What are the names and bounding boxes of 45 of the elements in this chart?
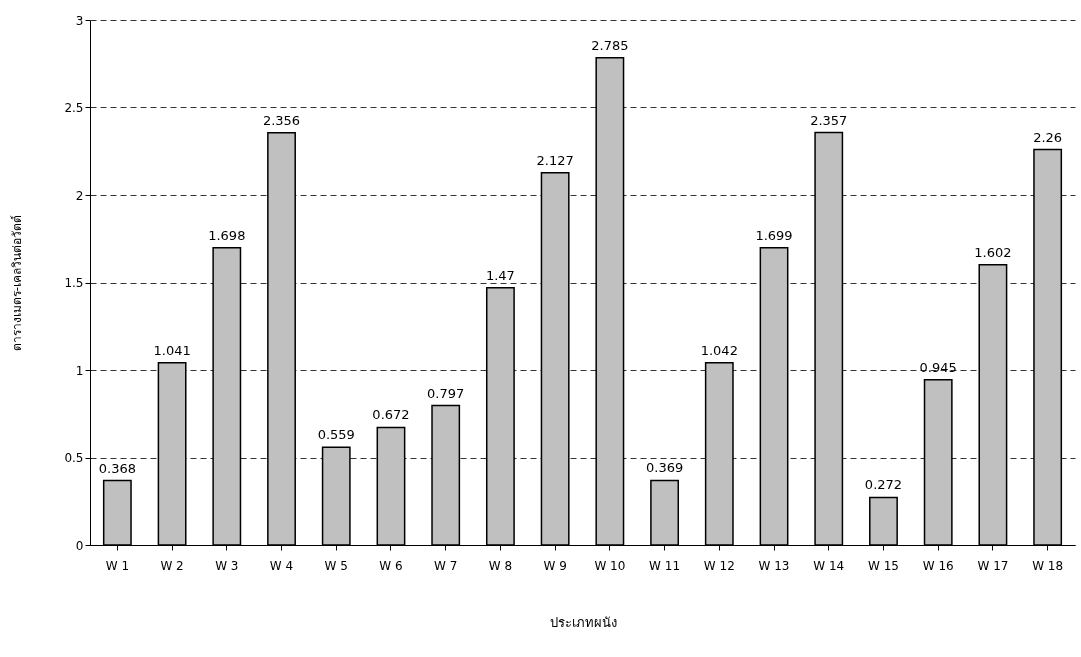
data-label: 0.369 <box>645 460 684 476</box>
x-tick-label: W 6 <box>379 558 403 573</box>
x-tick-label: W 18 <box>1032 558 1064 573</box>
data-label: 1.042 <box>700 342 738 358</box>
y-tick-label: 2.5 <box>64 101 84 115</box>
x-tick-label: W 16 <box>922 558 954 573</box>
data-label: 1.041 <box>153 342 191 358</box>
x-tick-label: W 12 <box>703 558 735 573</box>
x-tick-label: W 13 <box>758 558 790 573</box>
y-tick-label: 0 <box>75 538 84 553</box>
y-tick-label: 2 <box>75 188 84 203</box>
data-label: 2.785 <box>591 37 629 53</box>
x-tick-label: W 14 <box>813 558 845 573</box>
data-label: 2.127 <box>536 152 574 168</box>
data-label: 0.559 <box>317 427 355 443</box>
data-label: 0.368 <box>98 460 136 476</box>
data-label: 2.356 <box>262 112 301 128</box>
x-tick-label: W 5 <box>324 558 348 573</box>
y-tick-label: 1 <box>75 363 84 378</box>
data-label: 0.797 <box>427 385 465 401</box>
data-label: 1.602 <box>974 244 1012 260</box>
x-tick-label: W 11 <box>649 558 681 573</box>
data-label: 0.945 <box>919 359 957 375</box>
y-axis-title: ตารางเมตร-เคลวินต่อวัตต์ <box>10 214 25 352</box>
y-tick-label: 3 <box>75 13 84 28</box>
x-tick-label: W 15 <box>868 558 899 573</box>
x-tick-label: W 10 <box>594 558 626 573</box>
x-tick-label: W 3 <box>215 558 239 573</box>
data-label: 0.672 <box>372 407 410 423</box>
data-label: 1.698 <box>208 227 246 243</box>
x-tick-label: W 4 <box>269 558 294 573</box>
data-label: 1.47 <box>485 267 515 283</box>
x-tick-label: W 2 <box>160 558 184 573</box>
x-tick-label: W 7 <box>434 558 458 573</box>
data-label: 0.272 <box>864 477 903 493</box>
data-label: 2.26 <box>1033 129 1063 145</box>
x-tick-label: W 1 <box>105 558 130 573</box>
x-tick-label: W 17 <box>977 558 1009 573</box>
y-tick-label: 0.5 <box>64 451 84 465</box>
x-axis-title: ประเภทผนัง <box>549 614 617 630</box>
x-tick-label: W 8 <box>488 558 513 573</box>
x-tick-label: W 9 <box>543 558 567 573</box>
data-label: 2.357 <box>810 112 848 128</box>
y-tick-label: 1.5 <box>64 276 84 290</box>
data-label: 1.699 <box>755 227 793 243</box>
